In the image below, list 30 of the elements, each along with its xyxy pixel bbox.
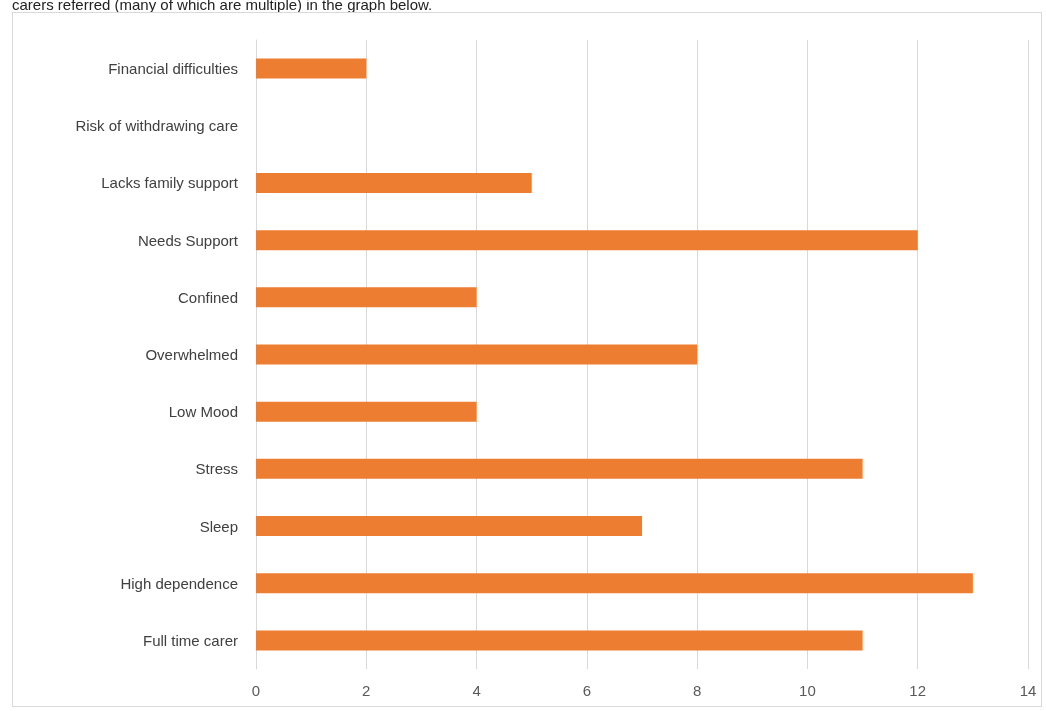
bar	[256, 172, 532, 193]
bar	[256, 573, 973, 594]
y-tick-label: Risk of withdrawing care	[75, 117, 238, 135]
y-tick-label: Low Mood	[168, 403, 238, 421]
y-tick-label: High dependence	[120, 574, 238, 592]
x-tick-label: 10	[799, 682, 816, 699]
y-tick-label: Overwhelmed	[145, 346, 238, 363]
y-tick-label: Needs Support	[137, 231, 239, 249]
x-tick-label: 6	[582, 682, 592, 699]
bar	[256, 458, 863, 479]
bar	[256, 516, 642, 537]
x-tick-label: 14	[1019, 682, 1037, 699]
x-tick-label: 12	[909, 682, 927, 699]
x-tick-label: 4	[472, 682, 481, 699]
bar	[256, 630, 863, 651]
x-tick-label: 2	[362, 682, 371, 699]
y-tick-label: Confined	[177, 288, 238, 306]
bar	[256, 58, 367, 79]
bar	[256, 344, 698, 365]
bar	[256, 401, 477, 422]
bar	[256, 287, 477, 308]
x-tick-label: 0	[251, 682, 261, 699]
y-tick-label: Sleep	[199, 517, 238, 535]
bar	[256, 230, 918, 251]
y-tick-label: Lacks family support	[101, 174, 239, 192]
text: carers referred (many of which are multiple) in the graph below.	[12, 0, 433, 13]
y-tick-label: Financial difficulties	[108, 60, 238, 78]
y-tick-label: Full time carer	[142, 631, 238, 649]
y-tick-label: Stress	[195, 460, 238, 478]
x-tick-label: 8	[692, 682, 702, 699]
